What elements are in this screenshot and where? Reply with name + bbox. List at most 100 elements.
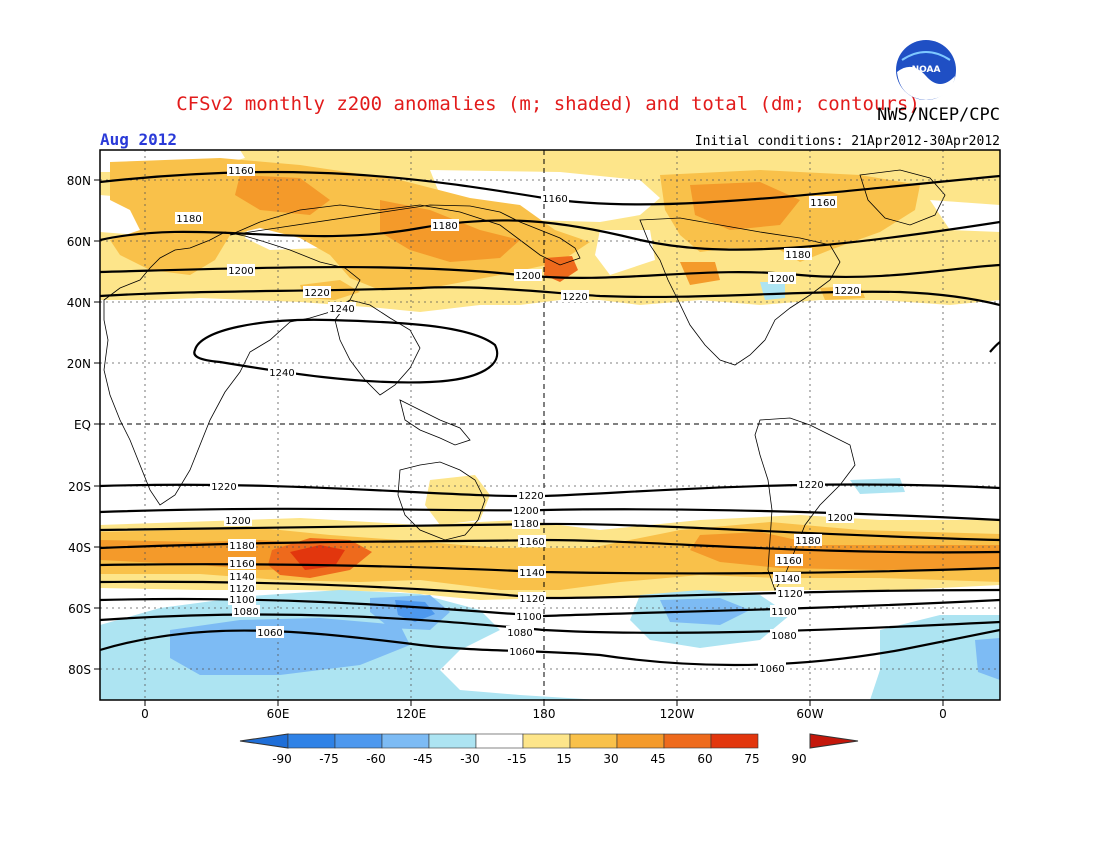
- lat-label: 20S: [68, 480, 91, 494]
- svg-text:1160: 1160: [776, 556, 801, 567]
- contour-label: 1140: [773, 572, 801, 585]
- north-america-outline: [639, 217, 841, 366]
- svg-text:1200: 1200: [515, 271, 540, 282]
- figure-title: CFSv2 monthly z200 anomalies (m; shaded)…: [176, 93, 920, 115]
- svg-text:1120: 1120: [777, 589, 802, 600]
- colorbar-cell: [475, 733, 524, 749]
- colorbar: -90 -75 -60 -45 -30 -15 15 30 45 60 75 90: [239, 733, 859, 766]
- svg-text:1220: 1220: [518, 491, 543, 502]
- init-conditions-label: Initial conditions: 21Apr2012-30Apr2012: [695, 134, 1000, 149]
- colorbar-cell: [334, 733, 383, 749]
- contour-label: 1220: [210, 480, 238, 493]
- colorbar-label: -90: [272, 752, 292, 766]
- svg-text:1140: 1140: [229, 572, 254, 583]
- contour-label: 1200: [224, 514, 252, 527]
- contour-label: 1060: [508, 645, 536, 658]
- svg-text:1200: 1200: [769, 274, 794, 285]
- contour-label: 1160: [228, 557, 256, 570]
- svg-text:1200: 1200: [228, 266, 253, 277]
- contour-label: 1080: [770, 629, 798, 642]
- australia-outline: [397, 461, 486, 541]
- contour-label: 1140: [518, 566, 546, 579]
- contour-label: 1180: [794, 534, 822, 547]
- svg-text:1060: 1060: [509, 647, 534, 658]
- month-label: Aug 2012: [100, 130, 177, 149]
- europe-africa-outline: [103, 231, 361, 506]
- svg-text:1220: 1220: [798, 480, 823, 491]
- colorbar-cell: [616, 733, 665, 749]
- contour-label: 1180: [175, 212, 203, 225]
- agency-label: NWS/NCEP/CPC: [877, 105, 1000, 125]
- svg-text:1180: 1180: [229, 541, 254, 552]
- lat-label: 40N: [67, 296, 91, 310]
- svg-text:1180: 1180: [795, 536, 820, 547]
- colorbar-high-arrow: [809, 733, 859, 749]
- svg-text:1160: 1160: [810, 198, 835, 209]
- lat-label: 80N: [67, 174, 91, 188]
- lon-label: 60E: [267, 707, 290, 721]
- noaa-logo: NOAA: [896, 40, 956, 100]
- colorbar-label: -45: [413, 752, 433, 766]
- colorbar-label: -75: [319, 752, 339, 766]
- contour-label: 1140: [228, 570, 256, 583]
- contour-label: 1060: [758, 662, 786, 675]
- contour-label: 1160: [541, 192, 569, 205]
- svg-text:1180: 1180: [176, 214, 201, 225]
- contour-label: 1180: [784, 248, 812, 261]
- contour-label: 1240: [268, 366, 296, 379]
- axis-ticks: [94, 179, 944, 706]
- colorbar-low-arrow: [239, 733, 289, 749]
- contour-label: 1120: [518, 592, 546, 605]
- colorbar-label: -60: [366, 752, 386, 766]
- colorbar-label: 90: [791, 752, 806, 766]
- contour-label: 1200: [512, 504, 540, 517]
- lon-label: 120E: [396, 707, 427, 721]
- lat-label: 40S: [68, 541, 91, 555]
- contour-label: 1080: [506, 626, 534, 639]
- svg-text:1220: 1220: [562, 292, 587, 303]
- lat-label: EQ: [74, 418, 91, 432]
- contour-label: 1160: [518, 535, 546, 548]
- lat-label: 80S: [68, 663, 91, 677]
- contour-label: 1240: [328, 302, 356, 315]
- longitude-labels: 0 60E 120E 180 120W 60W 0: [141, 707, 947, 721]
- lat-label: 20N: [67, 357, 91, 371]
- svg-text:1100: 1100: [771, 607, 796, 618]
- colorbar-label: -15: [507, 752, 527, 766]
- svg-text:1120: 1120: [229, 584, 254, 595]
- svg-text:1060: 1060: [257, 628, 282, 639]
- svg-text:1200: 1200: [827, 513, 852, 524]
- contour-label: 1220: [517, 489, 545, 502]
- svg-text:1160: 1160: [229, 559, 254, 570]
- lat-label: 60N: [67, 235, 91, 249]
- colorbar-cell: [287, 733, 336, 749]
- contour-label: 1160: [775, 554, 803, 567]
- colorbar-cell: [428, 733, 477, 749]
- map-plot-area: 1160 1180 1200 1220 1240 1160 1180 1200 …: [100, 150, 1000, 700]
- colorbar-cells: [287, 733, 759, 749]
- noaa-logo-text: NOAA: [912, 65, 941, 75]
- maritime-outline: [399, 399, 471, 446]
- svg-text:1240: 1240: [269, 368, 294, 379]
- svg-text:1100: 1100: [229, 595, 254, 606]
- lon-label: 60W: [796, 707, 823, 721]
- colorbar-cell: [710, 733, 759, 749]
- equator-dateline: [100, 150, 1000, 700]
- svg-text:1100: 1100: [516, 612, 541, 623]
- svg-text:1160: 1160: [228, 166, 253, 177]
- svg-text:1120: 1120: [519, 594, 544, 605]
- svg-text:1180: 1180: [432, 221, 457, 232]
- lon-label: 0: [939, 707, 947, 721]
- svg-text:1160: 1160: [542, 194, 567, 205]
- latitude-labels: 80N 60N 40N 20N EQ 20S 40S 60S 80S: [67, 174, 91, 677]
- map-frame: [99, 149, 1001, 701]
- lat-label: 60S: [68, 602, 91, 616]
- asia-outline: [229, 204, 581, 396]
- colorbar-label: 15: [556, 752, 571, 766]
- contour-label: 1180: [512, 517, 540, 530]
- contour-label: 1220: [833, 284, 861, 297]
- svg-text:1080: 1080: [771, 631, 796, 642]
- contour-label: 1100: [228, 593, 256, 606]
- colorbar-label: 75: [744, 752, 759, 766]
- contour-label: 1120: [228, 582, 256, 595]
